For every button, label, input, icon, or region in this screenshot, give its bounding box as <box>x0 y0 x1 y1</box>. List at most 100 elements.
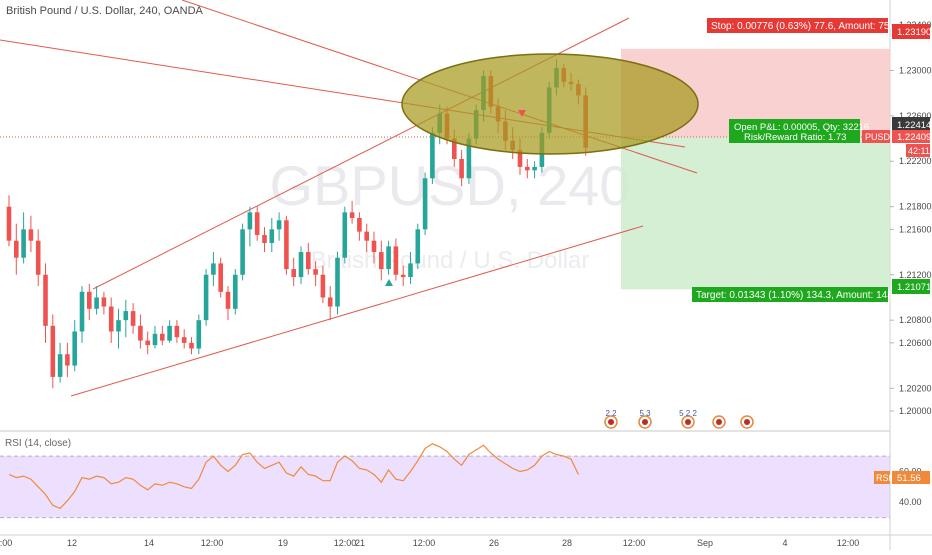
event-count: 5 2 2 <box>679 409 697 418</box>
price-tick-label: 1.20600 <box>899 338 932 348</box>
candle-body[interactable] <box>371 240 377 253</box>
time-tick-label: 12:00 <box>201 538 224 548</box>
candle-body[interactable] <box>379 252 384 270</box>
candle-body[interactable] <box>72 331 77 366</box>
candle-body[interactable] <box>408 263 413 278</box>
candle-body[interactable] <box>28 229 34 241</box>
candle-body[interactable] <box>35 240 41 275</box>
candle-body[interactable] <box>174 325 180 338</box>
candle-body[interactable] <box>254 212 260 236</box>
candle-body[interactable] <box>50 325 56 377</box>
candle-body[interactable] <box>167 325 172 341</box>
candle-body[interactable] <box>364 231 369 241</box>
price-axis[interactable]: 1.234001.230001.226001.222001.218001.216… <box>890 20 932 416</box>
candle-body[interactable] <box>189 342 194 349</box>
trendline-channel-bottom[interactable] <box>70 225 644 397</box>
candle-body[interactable] <box>116 320 121 332</box>
time-tick-label: 12 <box>67 538 77 548</box>
time-tick-label: 14 <box>144 538 154 548</box>
candle-body[interactable] <box>459 158 464 179</box>
candle-body[interactable] <box>517 149 523 167</box>
price-tick-label: 1.22600 <box>899 111 932 121</box>
candle-body[interactable] <box>218 263 223 292</box>
candle-body[interactable] <box>57 354 63 377</box>
sell-arrow-icon <box>518 110 526 117</box>
candle-body[interactable] <box>342 212 348 258</box>
target-zone[interactable] <box>621 136 890 290</box>
candle-body[interactable] <box>276 220 282 230</box>
time-tick-label: 21 <box>355 538 365 548</box>
candle-body[interactable] <box>327 297 333 307</box>
candle-body[interactable] <box>225 291 231 309</box>
candle-body[interactable] <box>108 306 114 332</box>
candle-body[interactable] <box>240 229 245 275</box>
price-tick-label: 1.21800 <box>899 202 932 212</box>
candle-body[interactable] <box>160 333 165 341</box>
candle-body[interactable] <box>138 325 143 341</box>
candle-body[interactable] <box>306 252 311 270</box>
candle-body[interactable] <box>284 220 289 270</box>
candle-body[interactable] <box>415 229 421 264</box>
stop-label: Stop: 0.00776 (0.63%) 77.6, Amount: 750 <box>711 21 895 32</box>
candle-body[interactable] <box>320 274 326 298</box>
candle-body[interactable] <box>386 246 391 270</box>
candle-body[interactable] <box>525 166 530 171</box>
candle-body[interactable] <box>452 138 457 159</box>
candle-body[interactable] <box>145 340 150 346</box>
countdown-badge <box>906 144 930 157</box>
watermark-name: British Pound / U.S. Dollar <box>311 247 590 274</box>
pnl-label: Open P&L: 0.00005, Qty: 32216 <box>734 122 869 133</box>
candle-body[interactable] <box>21 229 26 258</box>
candle-body[interactable] <box>101 297 107 307</box>
stop-level-text: 1.23190 <box>897 27 931 38</box>
candle-body[interactable] <box>65 354 70 366</box>
candle-body[interactable] <box>152 333 158 346</box>
candle-body[interactable] <box>422 178 428 230</box>
candle-body[interactable] <box>400 274 406 278</box>
candle-body[interactable] <box>87 291 92 309</box>
candle-body[interactable] <box>196 320 202 349</box>
candle-body[interactable] <box>349 212 355 218</box>
candle-body[interactable] <box>247 212 253 230</box>
candle-body[interactable] <box>466 138 472 179</box>
candle-body[interactable] <box>94 297 99 309</box>
time-tick-label: 28 <box>562 538 572 548</box>
candle-body[interactable] <box>181 337 187 343</box>
candle-body[interactable] <box>130 311 136 326</box>
candle-body[interactable] <box>123 311 129 321</box>
candle-body[interactable] <box>269 229 275 243</box>
candle-body[interactable] <box>291 269 296 278</box>
event-count: 5 3 <box>639 409 651 418</box>
price-tick-label: 1.21600 <box>899 224 932 234</box>
highlight-ellipse[interactable] <box>401 53 699 155</box>
time-tick-label: :00 <box>0 538 12 548</box>
candle-body[interactable] <box>393 246 399 275</box>
time-tick-label: 12:00 <box>413 538 436 548</box>
candle-body[interactable] <box>211 263 216 275</box>
candle-body[interactable] <box>262 235 267 243</box>
candle-body[interactable] <box>79 291 85 332</box>
candle-body[interactable] <box>532 166 537 171</box>
candle-body[interactable] <box>43 274 48 326</box>
buy-arrow-icon <box>385 279 393 286</box>
candle-body[interactable] <box>14 240 19 258</box>
rsi-band <box>0 456 890 518</box>
candle-body[interactable] <box>335 257 340 307</box>
countdown-text: 42:11 <box>908 146 930 156</box>
events-row[interactable]: 2 2 5 3 5 2 2 <box>604 409 754 429</box>
candle-body[interactable] <box>203 274 209 321</box>
candle-body[interactable] <box>298 252 304 278</box>
candle-body[interactable] <box>357 218 362 232</box>
time-tick-label: 4 <box>782 538 787 548</box>
rsi-badge-value-box <box>892 471 930 484</box>
candle-body[interactable] <box>313 269 318 275</box>
rsi-tick-label: 40.00 <box>899 497 922 507</box>
candle-body[interactable] <box>430 132 435 179</box>
rsi-line[interactable] <box>8 443 579 510</box>
candle-body[interactable] <box>233 274 238 309</box>
candle-body[interactable] <box>6 206 12 241</box>
other-price-text: 1.22409 <box>897 132 931 143</box>
